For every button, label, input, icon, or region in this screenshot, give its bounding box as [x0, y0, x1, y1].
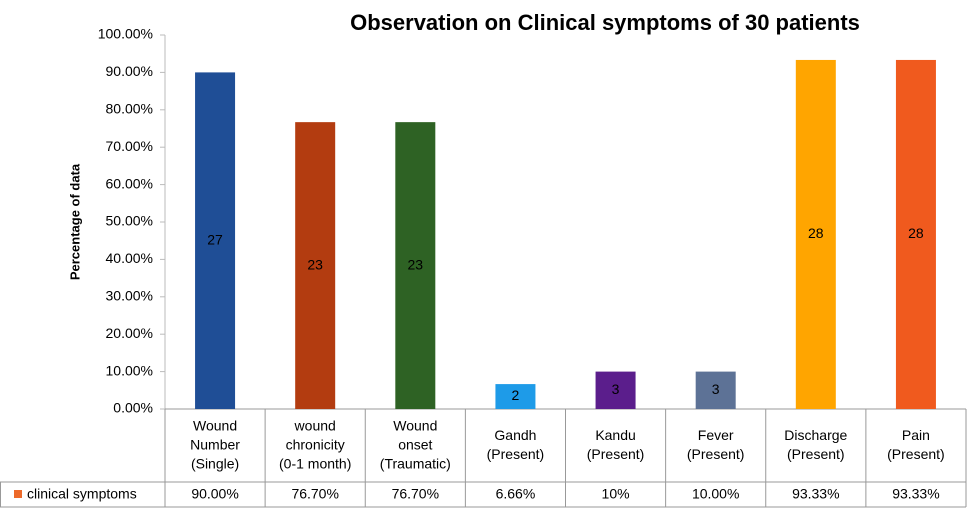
- x-tick-label: Fever: [698, 427, 734, 443]
- y-axis-label: Percentage of data: [67, 163, 82, 280]
- y-tick-label: 40.00%: [106, 250, 153, 266]
- table-value: 93.33%: [892, 486, 939, 502]
- x-tick-label: Kandu: [595, 427, 635, 443]
- y-tick-label: 0.00%: [113, 400, 153, 416]
- bar-count-label: 23: [408, 256, 424, 272]
- x-tick-label: (Present): [487, 446, 545, 462]
- bar: [495, 384, 536, 409]
- x-tick-label: (Present): [787, 446, 845, 462]
- table-value: 10%: [602, 486, 630, 502]
- bar-count-label: 28: [908, 225, 924, 241]
- x-tick-label: Discharge: [784, 427, 847, 443]
- legend-label: clinical symptoms: [27, 486, 137, 502]
- y-tick-label: 50.00%: [106, 213, 153, 229]
- bar-count-label: 3: [712, 381, 720, 397]
- table-value: 6.66%: [496, 486, 536, 502]
- legend-swatch: [14, 490, 22, 498]
- y-tick-label: 100.00%: [98, 26, 153, 42]
- x-tick-label: (Single): [191, 456, 239, 472]
- x-tick-label: Wound: [193, 418, 237, 434]
- bar: [595, 371, 636, 409]
- y-tick-label: 10.00%: [106, 362, 153, 378]
- x-tick-label: (Present): [687, 446, 745, 462]
- table-value: 76.70%: [291, 486, 338, 502]
- table-value: 76.70%: [392, 486, 439, 502]
- x-tick-label: (Present): [587, 446, 645, 462]
- x-tick-label: Gandh: [494, 427, 536, 443]
- y-tick-label: 80.00%: [106, 101, 153, 117]
- bar-count-label: 27: [207, 231, 223, 247]
- x-tick-label: Wound: [393, 418, 437, 434]
- table-value: 90.00%: [191, 486, 238, 502]
- bar-count-label: 23: [307, 256, 323, 272]
- bar-count-label: 3: [612, 381, 620, 397]
- y-tick-label: 30.00%: [106, 288, 153, 304]
- x-tick-label: chronicity: [286, 437, 345, 453]
- x-tick-label: (0-1 month): [279, 456, 351, 472]
- y-tick-label: 60.00%: [106, 175, 153, 191]
- table-value: 10.00%: [692, 486, 739, 502]
- bar: [795, 59, 836, 409]
- x-tick-label: (Present): [887, 446, 945, 462]
- y-tick-label: 90.00%: [106, 63, 153, 79]
- bar-count-label: 2: [512, 387, 520, 403]
- bar: [695, 371, 736, 409]
- x-tick-label: Number: [190, 437, 240, 453]
- chart-title: Observation on Clinical symptoms of 30 p…: [350, 10, 860, 35]
- x-tick-label: Pain: [902, 427, 930, 443]
- y-tick-label: 20.00%: [106, 325, 153, 341]
- table-value: 93.33%: [792, 486, 839, 502]
- bar: [195, 72, 236, 410]
- x-tick-label: (Traumatic): [380, 456, 451, 472]
- bar: [895, 59, 936, 409]
- bar-count-label: 28: [808, 225, 824, 241]
- bar: [395, 122, 436, 409]
- x-tick-label: wound: [294, 418, 336, 434]
- y-tick-label: 70.00%: [106, 138, 153, 154]
- bar: [295, 122, 336, 409]
- x-tick-label: onset: [398, 437, 432, 453]
